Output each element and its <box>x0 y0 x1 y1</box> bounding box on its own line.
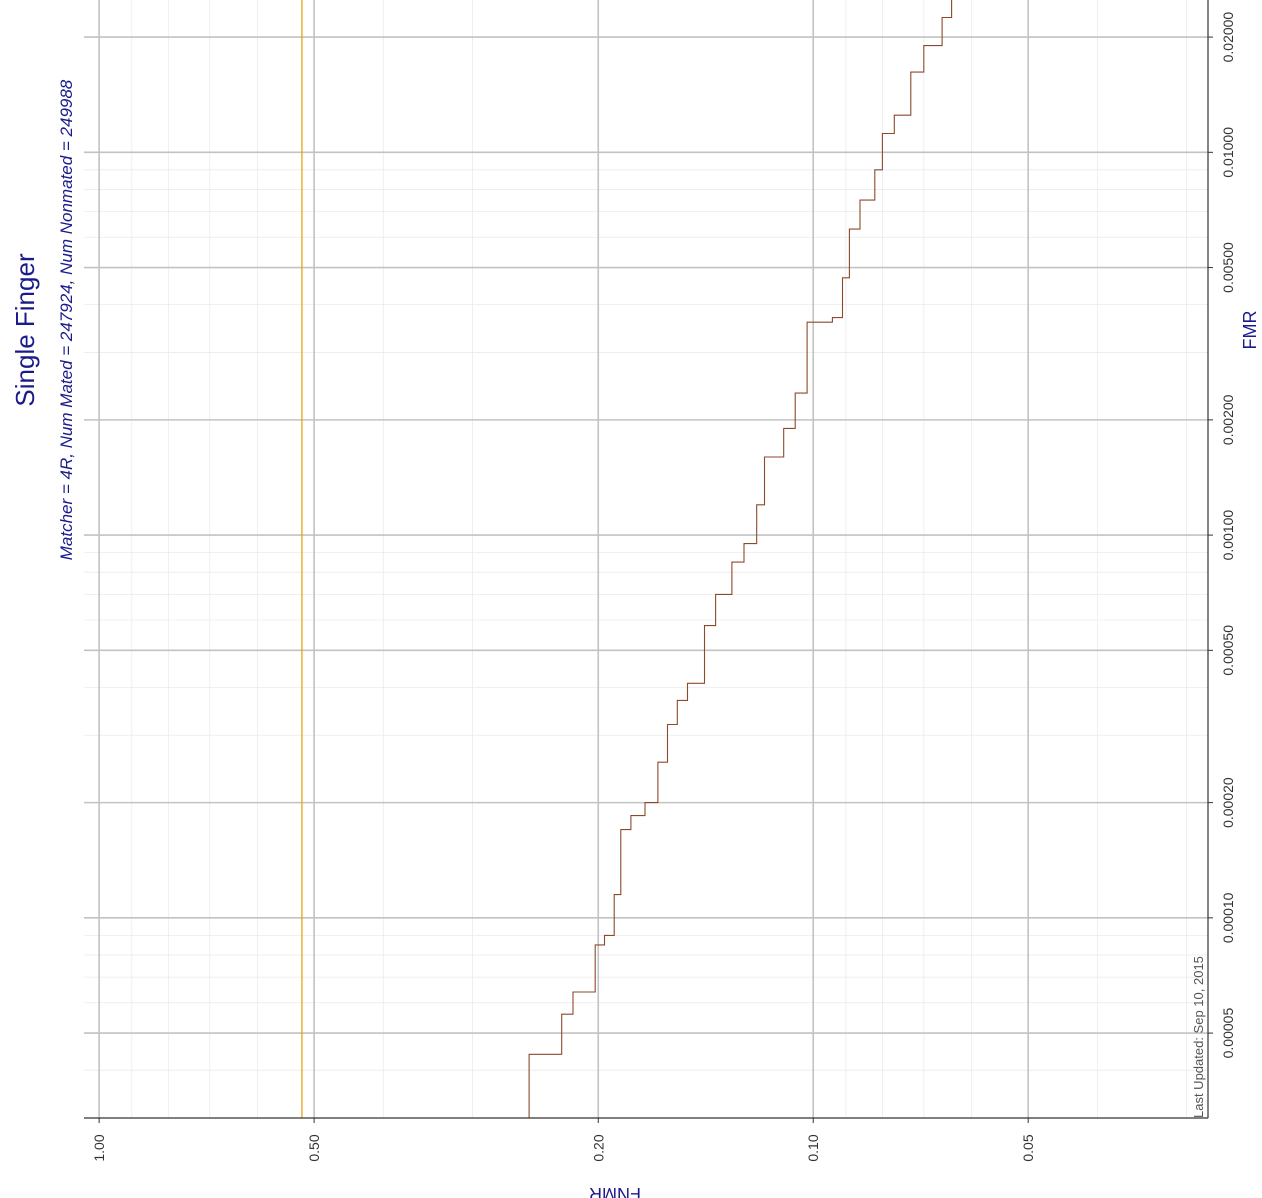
y-tick-label: 1.00 <box>91 1134 107 1161</box>
y-tick-label: 0.20 <box>590 1134 606 1161</box>
x-tick-label: 0.02000 <box>1220 12 1236 63</box>
x-tick-label: 0.00500 <box>1220 242 1236 293</box>
tick-labels: 0.00005 0.00010 0.00020 0.00050 0.00100 0.002… <box>91 12 1236 1162</box>
major-gridlines <box>84 0 1213 1123</box>
chart-subtitle: Matcher = 4R, Num Mated = 247924, Num No… <box>57 79 76 560</box>
chart-title: Single Finger <box>10 253 40 407</box>
minor-gridlines <box>84 0 1208 1119</box>
y-tick-label: 0.10 <box>805 1134 821 1161</box>
x-tick-label: 0.00050 <box>1220 625 1236 676</box>
last-updated-note: Last Updated: Sep 10, 2015 <box>1191 956 1206 1118</box>
x-tick-label: 0.00100 <box>1220 510 1236 561</box>
axes <box>84 0 1209 1119</box>
x-tick-label: 0.00020 <box>1220 777 1236 828</box>
x-tick-label: 0.00200 <box>1220 394 1236 445</box>
det-curve <box>528 0 953 1118</box>
x-tick-label: 0.00005 <box>1220 1008 1236 1059</box>
y-tick-label: 0.05 <box>1020 1134 1036 1161</box>
x-tick-label: 0.00010 <box>1220 892 1236 943</box>
x-tick-label: 0.01000 <box>1220 127 1236 178</box>
y-tick-label: 0.50 <box>306 1134 322 1161</box>
y-axis-label: FNMR <box>589 1184 641 1198</box>
x-axis-label: FMR <box>1240 311 1260 350</box>
